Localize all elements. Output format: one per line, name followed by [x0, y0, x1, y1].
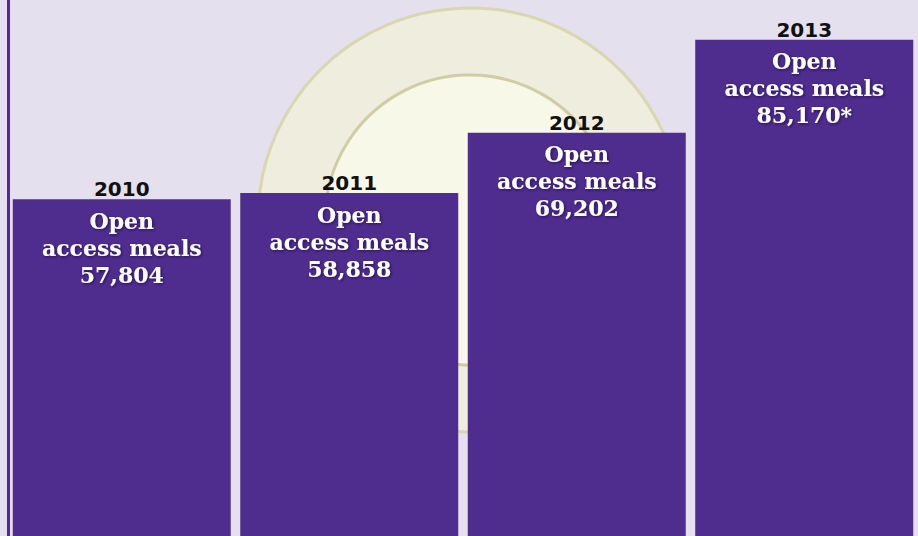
svg-text:Open: Open [544, 141, 609, 167]
svg-text:Open: Open [317, 202, 382, 228]
svg-text:2013: 2013 [776, 18, 832, 42]
svg-text:2011: 2011 [321, 171, 377, 195]
svg-text:57,804: 57,804 [80, 262, 164, 288]
svg-text:85,170*: 85,170* [756, 102, 852, 128]
svg-text:Open: Open [89, 208, 154, 234]
svg-text:access meals: access meals [42, 235, 202, 261]
svg-text:69,202: 69,202 [535, 195, 619, 221]
svg-text:access meals: access meals [269, 229, 429, 255]
svg-text:Open: Open [772, 48, 837, 74]
svg-text:58,858: 58,858 [307, 256, 391, 282]
svg-text:2010: 2010 [94, 177, 150, 201]
svg-text:access meals: access meals [497, 168, 657, 194]
svg-text:access meals: access meals [724, 75, 884, 101]
svg-text:2012: 2012 [549, 111, 605, 135]
